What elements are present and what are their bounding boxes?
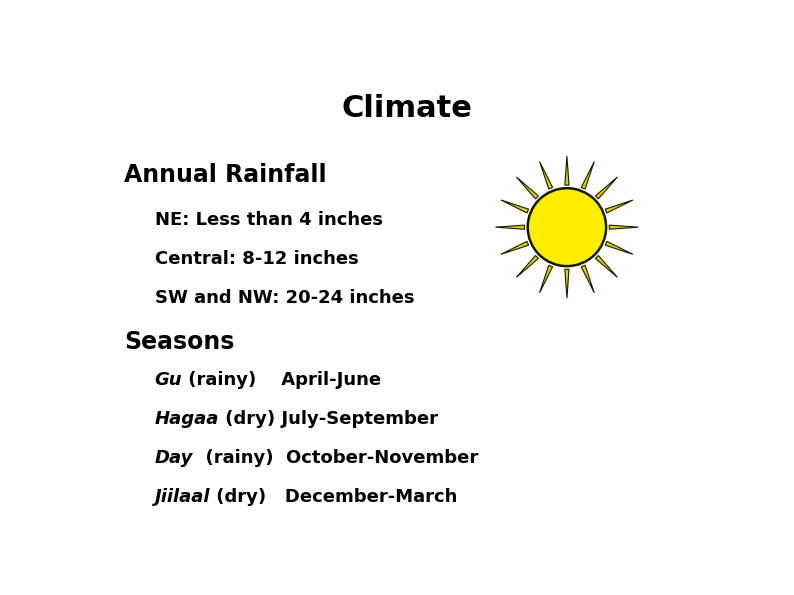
Text: Climate: Climate bbox=[341, 94, 472, 123]
Polygon shape bbox=[596, 255, 618, 277]
Text: Seasons: Seasons bbox=[124, 330, 234, 354]
Polygon shape bbox=[495, 225, 525, 229]
Text: Jiilaal: Jiilaal bbox=[155, 488, 210, 506]
Text: Hagaa: Hagaa bbox=[155, 411, 219, 428]
Text: SW and NW: 20-24 inches: SW and NW: 20-24 inches bbox=[155, 289, 414, 307]
Polygon shape bbox=[605, 242, 633, 254]
Polygon shape bbox=[581, 162, 594, 189]
Polygon shape bbox=[596, 177, 618, 199]
Polygon shape bbox=[609, 225, 638, 229]
Polygon shape bbox=[516, 255, 538, 277]
Polygon shape bbox=[605, 200, 633, 213]
Polygon shape bbox=[581, 265, 594, 293]
Ellipse shape bbox=[528, 188, 606, 266]
Polygon shape bbox=[501, 242, 529, 254]
Text: (rainy)    April-June: (rainy) April-June bbox=[183, 371, 381, 390]
Text: Gu: Gu bbox=[155, 371, 183, 390]
Text: NE: Less than 4 inches: NE: Less than 4 inches bbox=[155, 211, 383, 229]
Text: (dry) July-September: (dry) July-September bbox=[219, 411, 438, 428]
Polygon shape bbox=[516, 177, 538, 199]
Text: Central: 8-12 inches: Central: 8-12 inches bbox=[155, 250, 358, 268]
Polygon shape bbox=[540, 162, 553, 189]
Text: (rainy)  October-November: (rainy) October-November bbox=[193, 449, 478, 468]
Text: (dry)   December-March: (dry) December-March bbox=[210, 488, 457, 506]
Polygon shape bbox=[565, 156, 569, 185]
Text: Annual Rainfall: Annual Rainfall bbox=[124, 163, 326, 187]
Polygon shape bbox=[540, 265, 553, 293]
Text: Day: Day bbox=[155, 449, 193, 468]
Polygon shape bbox=[565, 270, 569, 298]
Polygon shape bbox=[501, 200, 529, 213]
